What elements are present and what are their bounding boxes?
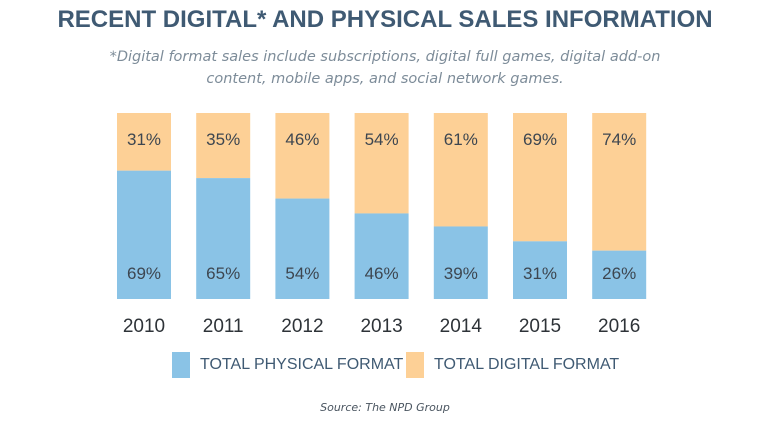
- legend-label-physical: TOTAL PHYSICAL FORMAT: [200, 356, 404, 373]
- legend-swatch-digital: [406, 352, 424, 378]
- data-label-digital-2012: 46%: [285, 130, 319, 149]
- legend-item-physical: TOTAL PHYSICAL FORMAT: [172, 352, 403, 378]
- data-label-digital-2013: 54%: [365, 130, 399, 149]
- data-label-physical-2016: 26%: [602, 264, 636, 283]
- bar-digital-2012: [275, 113, 330, 199]
- chart-title: RECENT DIGITAL* AND PHYSICAL SALES INFOR…: [57, 6, 713, 33]
- bar-physical-2015: [513, 241, 567, 299]
- legend-label-digital: TOTAL DIGITAL FORMAT: [434, 356, 620, 373]
- bar-digital-2015: [513, 113, 567, 242]
- bar-digital-2010: [117, 113, 171, 171]
- x-tick-label-2014: 2014: [440, 316, 483, 337]
- data-label-digital-2015: 69%: [523, 130, 557, 149]
- data-label-physical-2012: 54%: [285, 264, 319, 283]
- legend-item-digital: TOTAL DIGITAL FORMAT: [406, 352, 619, 378]
- bar-physical-2011: [196, 178, 251, 299]
- bar-digital-2011: [196, 113, 251, 179]
- bar-digital-2013: [354, 113, 409, 214]
- chart-subtitle: *Digital format sales include subscripti…: [109, 49, 661, 87]
- data-label-physical-2011: 65%: [206, 264, 240, 283]
- bar-physical-2014: [433, 226, 488, 299]
- data-label-physical-2015: 31%: [523, 264, 557, 283]
- data-label-physical-2013: 46%: [365, 264, 399, 283]
- source-note: Source: The NPD Group: [320, 401, 450, 414]
- data-label-digital-2011: 35%: [206, 130, 240, 149]
- x-tick-label-2012: 2012: [281, 316, 323, 337]
- legend-swatch-physical: [172, 352, 190, 378]
- x-tick-label-2015: 2015: [519, 316, 561, 337]
- bar-physical-2012: [275, 198, 330, 299]
- bar-physical-2013: [354, 213, 409, 299]
- x-tick-label-2011: 2011: [203, 316, 244, 337]
- x-tick-label-2013: 2013: [360, 316, 402, 337]
- legend: TOTAL PHYSICAL FORMAT TOTAL DIGITAL FORM…: [0, 352, 770, 378]
- bar-physical-2010: [117, 170, 171, 299]
- bar-physical-2016: [592, 250, 647, 299]
- x-tick-label-2016: 2016: [598, 316, 640, 337]
- bar-digital-2016: [592, 113, 647, 251]
- data-label-physical-2010: 69%: [127, 264, 161, 283]
- data-label-physical-2014: 39%: [444, 264, 478, 283]
- data-label-digital-2014: 61%: [444, 130, 478, 149]
- data-label-digital-2016: 74%: [602, 130, 636, 149]
- x-tick-label-2010: 2010: [123, 316, 165, 337]
- data-label-digital-2010: 31%: [127, 130, 161, 149]
- bar-digital-2014: [433, 113, 488, 227]
